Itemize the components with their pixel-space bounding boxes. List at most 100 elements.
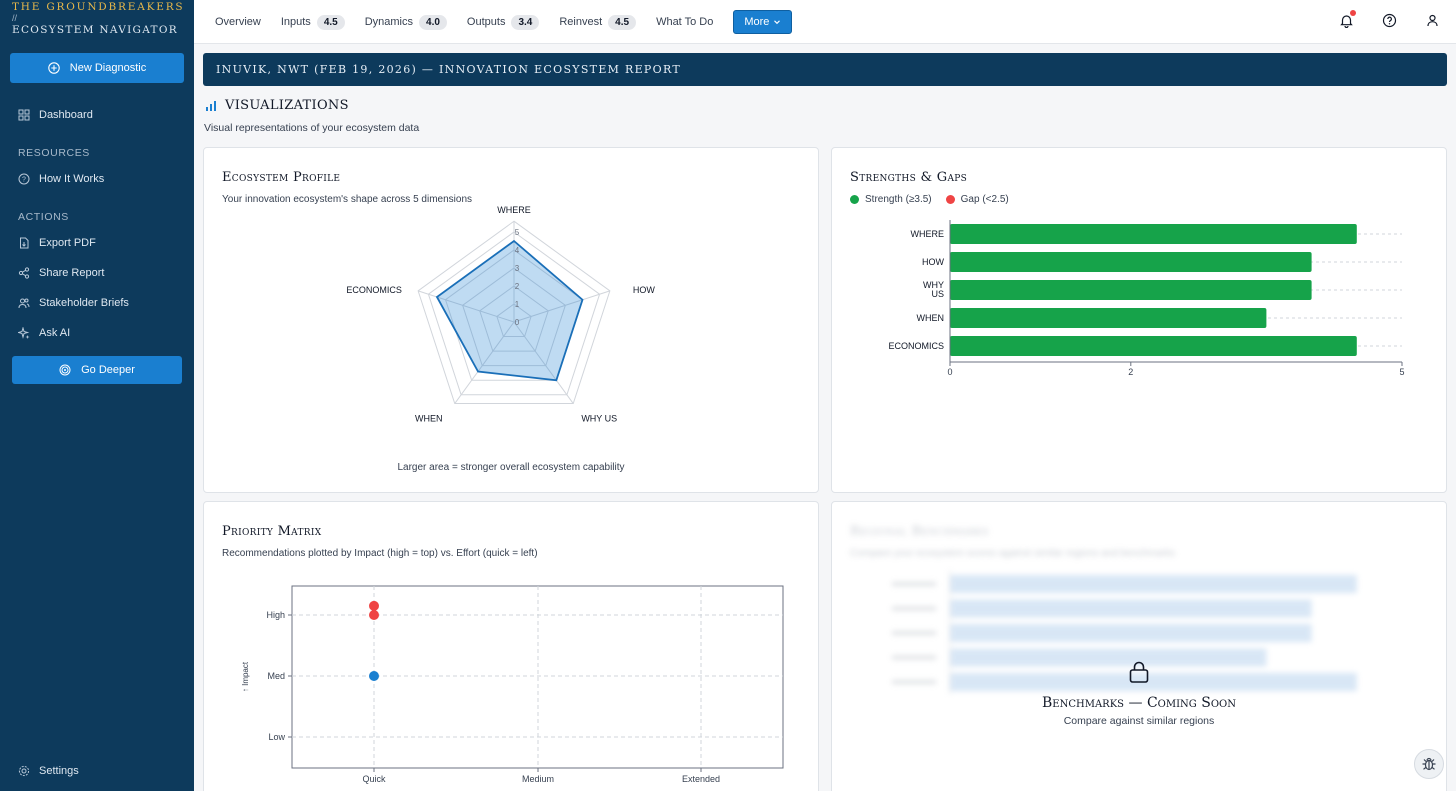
legend-dot — [850, 195, 859, 204]
blurred-bar — [950, 673, 1357, 691]
blurred-bar-chart — [892, 570, 1357, 695]
blurred-bar-label — [892, 680, 936, 684]
matrix-y-tick-label: High — [266, 610, 285, 620]
bar-x-tick-label: 0 — [947, 367, 952, 377]
tab-label: Inputs — [280, 16, 311, 28]
radar-category-label: WHEN — [415, 414, 443, 424]
blurred-bar — [950, 624, 1312, 642]
priority-matrix-card: Priority Matrix Recommendations plotted … — [203, 501, 819, 791]
sidebar-item-label: Dashboard — [39, 109, 93, 121]
blurred-bar — [950, 575, 1357, 593]
tab-label: Reinvest — [559, 16, 603, 28]
tab-label: Dynamics — [364, 16, 414, 28]
sidebar-item-stakeholder-briefs[interactable]: Stakeholder Briefs — [18, 297, 129, 309]
radar-category-label: HOW — [633, 285, 656, 295]
bar — [950, 252, 1312, 272]
new-diagnostic-label: New Diagnostic — [69, 62, 147, 74]
radar-tick-label: 5 — [515, 228, 520, 237]
sidebar-item-how-it-works[interactable]: ? How It Works — [18, 173, 104, 185]
sidebar-item-export-pdf[interactable]: Export PDF — [18, 237, 96, 249]
radar-category-label: ECONOMICS — [346, 285, 402, 295]
bar — [950, 336, 1357, 356]
radar-grid-ring — [479, 285, 549, 352]
matrix-y-tick-label: Med — [267, 671, 285, 681]
benchmarks-blurred-preview: Regional Benchmarks Compare your ecosyst… — [832, 502, 1446, 791]
tab-overview[interactable]: Overview — [215, 16, 261, 28]
grid-icon — [18, 109, 30, 121]
radar-spoke — [417, 290, 515, 323]
blurred-title: Regional Benchmarks — [850, 524, 989, 539]
score-badge: 4.5 — [316, 14, 345, 30]
tab-reinvest[interactable]: Reinvest 4.5 — [559, 14, 637, 30]
go-deeper-button[interactable]: Go Deeper — [12, 356, 182, 384]
tab-dynamics[interactable]: Dynamics 4.0 — [364, 14, 447, 30]
score-badge: 4.0 — [419, 14, 447, 30]
card-subtitle: Your innovation ecosystem's shape across… — [222, 194, 473, 205]
radar-spoke — [513, 290, 611, 323]
help-button[interactable] — [1382, 13, 1397, 28]
card-title: Strengths & Gaps — [850, 170, 968, 185]
matrix-x-tick-label: Extended — [682, 774, 720, 784]
tab-inputs[interactable]: Inputs 4.5 — [280, 14, 345, 30]
report-bug-button[interactable] — [1414, 749, 1444, 779]
bar-category-label: WHEN — [917, 313, 945, 323]
card-title: Ecosystem Profile — [222, 170, 341, 185]
svg-text:?: ? — [22, 177, 26, 184]
report-title: INUVIK, NWT (FEB 19, 2026) — INNOVATION … — [216, 63, 681, 76]
share-icon — [18, 267, 30, 279]
brand-separator: // — [12, 13, 18, 23]
brand-title: THE GROUNDBREAKERS — [12, 1, 185, 13]
radar-tick-label: 4 — [515, 246, 520, 255]
radar-tick-label: 1 — [515, 300, 520, 309]
bar — [950, 224, 1357, 244]
sidebar-item-settings[interactable]: Settings — [18, 765, 79, 777]
radar-category-label: WHY US — [581, 414, 617, 424]
more-dropdown-button[interactable]: More — [733, 10, 793, 34]
coming-soon-subtitle: Compare against similar regions — [1063, 715, 1215, 727]
sidebar-item-ask-ai[interactable]: Ask AI — [18, 327, 70, 339]
legend-gap: Gap (<2.5) — [945, 194, 1009, 205]
sidebar-item-label: Stakeholder Briefs — [39, 297, 129, 309]
bar-category-label: US — [931, 289, 944, 299]
new-diagnostic-button[interactable]: New Diagnostic — [10, 53, 184, 83]
sidebar-item-dashboard[interactable]: Dashboard — [18, 109, 93, 121]
sidebar-item-label: Share Report — [39, 267, 105, 279]
card-title: Priority Matrix — [222, 524, 322, 539]
tab-what-to-do[interactable]: What To Do — [656, 16, 713, 28]
sidebar-item-share-report[interactable]: Share Report — [18, 267, 104, 279]
sparkles-icon — [18, 327, 30, 339]
matrix-point — [369, 610, 379, 620]
profile-button[interactable] — [1425, 13, 1440, 28]
blurred-bar — [950, 599, 1312, 618]
file-download-icon — [20, 237, 29, 249]
visualizations-heading: VISUALIZATIONS — [205, 98, 349, 113]
radar-tick-label: 0 — [515, 318, 520, 327]
notifications-button[interactable] — [1339, 10, 1356, 29]
brand-logo[interactable]: THE GROUNDBREAKERS // ECOSYSTEM NAVIGATO… — [12, 2, 184, 36]
priority-matrix-chart: Quick Medium Extended Low Med High ↑ Impact — [241, 585, 784, 784]
actions-section-label: ACTIONS — [18, 211, 69, 223]
sidebar-item-label: Settings — [39, 765, 79, 777]
more-label: More — [744, 16, 770, 28]
coming-soon-title: Benchmarks — Coming Soon — [1042, 695, 1236, 711]
radar-chart: 0 1 2 3 4 5 WHERE HOW WHY US WHEN ECONOMICS — [346, 205, 656, 424]
legend-dot — [945, 195, 955, 204]
radar-grid-ring — [427, 231, 601, 396]
tab-label: Outputs — [466, 16, 506, 28]
tab-label: Overview — [215, 16, 261, 28]
sidebar-item-label: Ask AI — [39, 327, 71, 339]
matrix-x-tick-label: Quick — [362, 774, 386, 784]
tab-outputs[interactable]: Outputs 3.4 — [466, 14, 540, 30]
lock-icon — [1129, 661, 1149, 683]
radar-category-label: WHERE — [497, 205, 531, 215]
legend-strength: Strength (≥3.5) — [850, 194, 932, 205]
matrix-point — [369, 671, 379, 681]
ecosystem-profile-card: Ecosystem Profile Your innovation ecosys… — [203, 147, 819, 493]
bug-icon — [1422, 757, 1436, 771]
plus-circle-icon — [48, 62, 60, 74]
bar-x-tick-label: 5 — [1399, 367, 1404, 377]
bar-category-label: WHY — [923, 280, 944, 290]
bar-chart-icon — [206, 100, 216, 111]
legend-label: Gap (<2.5) — [960, 194, 1009, 205]
